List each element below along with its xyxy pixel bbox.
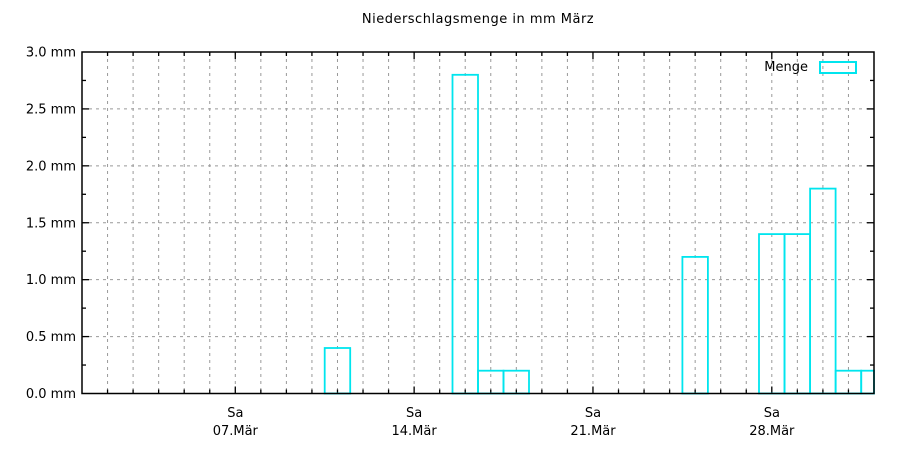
x-tick-label-date: 07.Mär [213, 424, 259, 439]
x-tick-label-date: 14.Mär [391, 424, 437, 439]
x-tick-label-weekday: Sa [406, 406, 422, 421]
x-axis-labels: Sa 07.Mär Sa 14.Mär Sa 21.Mär Sa 28.Mär [213, 406, 795, 439]
plot-border [81, 51, 875, 395]
y-tick-label: 1.0 mm [26, 273, 76, 288]
legend: Menge [764, 59, 857, 75]
bar [860, 369, 875, 395]
y-tick-label: 1.5 mm [26, 216, 76, 231]
y-tick-label: 0.0 mm [26, 387, 76, 402]
chart-title: Niederschlagsmenge in mm März [361, 12, 595, 27]
x-tick-label-date: 28.Mär [749, 424, 795, 439]
bars [323, 73, 875, 395]
legend-label: Menge [764, 59, 808, 75]
y-tick-label: 3.0 mm [26, 46, 76, 61]
y-tick-label: 0.5 mm [26, 330, 76, 345]
y-tick-label: 2.0 mm [26, 159, 76, 174]
y-tick-label: 2.5 mm [26, 102, 76, 117]
legend-swatch [819, 60, 857, 74]
x-tick-label-weekday: Sa [227, 406, 243, 421]
x-tick-label-date: 21.Mär [570, 424, 616, 439]
x-tick-label-weekday: Sa [585, 406, 601, 421]
x-tick-label-weekday: Sa [764, 406, 780, 421]
y-axis-labels: 0.0 mm 0.5 mm 1.0 mm 1.5 mm 2.0 mm 2.5 mm 3.0 … [26, 46, 76, 403]
gridlines [82, 52, 874, 394]
